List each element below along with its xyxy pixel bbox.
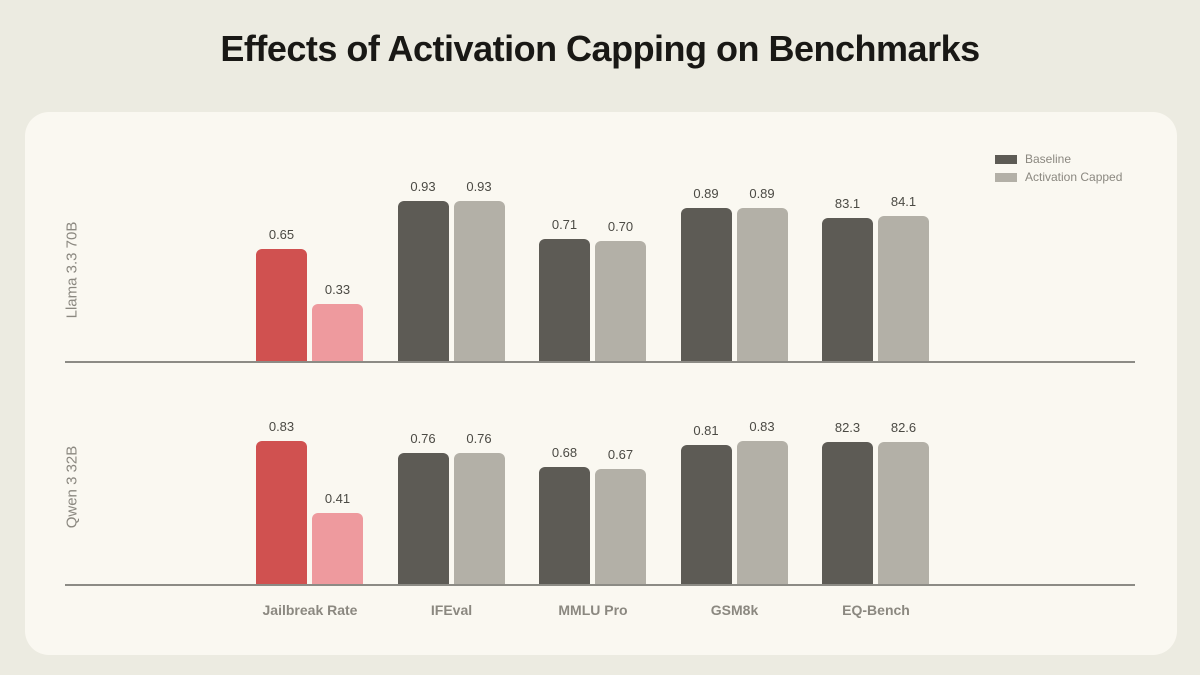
x-label-ifeval: IFEval	[430, 602, 473, 618]
bar-baseline-eq-bench	[822, 442, 873, 584]
bar-capped-mmlu-pro	[595, 469, 646, 584]
panel-axis-line	[65, 361, 1135, 363]
bar-value-label: 83.1	[834, 196, 861, 211]
panel-axis-line	[65, 584, 1135, 586]
bar-baseline-ifeval	[397, 201, 449, 361]
chart-legend: Baseline Activation Capped	[995, 152, 1122, 184]
x-label-gsm8k: GSM8k	[710, 602, 759, 618]
x-label-jailbreak-rate: Jailbreak Rate	[262, 602, 358, 618]
bar-baseline-jailbreak-rate	[256, 441, 307, 584]
bar-baseline-gsm8k	[680, 208, 732, 361]
bar-capped-gsm8k	[736, 441, 788, 584]
bar-value-label: 82.3	[834, 420, 861, 435]
bar-value-label: 0.76	[466, 431, 492, 446]
bar-capped-mmlu-pro	[595, 241, 646, 361]
bar-value-label: 84.1	[890, 194, 917, 209]
bar-baseline-jailbreak-rate	[256, 249, 307, 361]
legend-row: Baseline	[995, 152, 1122, 166]
bar-value-label: 0.83	[749, 419, 775, 434]
bar-baseline-gsm8k	[680, 445, 732, 584]
bar-value-label: 0.41	[324, 491, 351, 506]
bar-capped-eq-bench	[878, 442, 929, 584]
bar-value-label: 0.93	[410, 179, 436, 194]
bar-value-label: 0.83	[268, 419, 295, 434]
panel-model-label: Qwen 3 32B	[63, 445, 81, 529]
bar-baseline-ifeval	[397, 453, 449, 584]
bar-capped-ifeval	[453, 201, 505, 361]
bar-capped-ifeval	[453, 453, 505, 584]
bar-capped-jailbreak-rate	[312, 304, 363, 361]
bar-value-label: 0.89	[693, 186, 719, 201]
bar-value-label: 82.6	[890, 420, 917, 435]
x-label-eq-bench: EQ-Bench	[842, 602, 910, 618]
x-label-mmlu-pro: MMLU Pro	[558, 602, 628, 618]
chart-card: Baseline Activation Capped Llama 3.3 70B 0…	[25, 112, 1177, 655]
bar-value-label: 0.70	[607, 219, 634, 234]
legend-label: Activation Capped	[1025, 170, 1123, 184]
page-title: Effects of Activation Capping on Benchma…	[220, 28, 980, 69]
bar-baseline-eq-bench	[822, 218, 873, 361]
bar-value-label: 0.76	[410, 431, 436, 446]
bar-capped-eq-bench	[878, 216, 929, 361]
panel-model-label: Llama 3.3 70B	[63, 221, 81, 319]
bar-capped-jailbreak-rate	[312, 513, 363, 584]
bar-value-label: 0.68	[551, 445, 578, 460]
bar-value-label: 0.93	[466, 179, 492, 194]
legend-swatch-icon	[995, 172, 1017, 182]
bar-value-label: 0.67	[607, 447, 634, 462]
legend-row: Activation Capped	[995, 170, 1122, 184]
bar-baseline-mmlu-pro	[539, 239, 590, 361]
bar-baseline-mmlu-pro	[539, 467, 590, 584]
bar-value-label: 0.33	[324, 282, 351, 297]
bar-value-label: 0.89	[749, 186, 775, 201]
legend-swatch-icon	[995, 154, 1017, 164]
bar-value-label: 0.71	[551, 217, 578, 232]
bar-value-label: 0.65	[268, 227, 295, 242]
bar-capped-gsm8k	[736, 208, 788, 361]
bar-value-label: 0.81	[693, 423, 719, 438]
legend-label: Baseline	[1025, 152, 1072, 166]
